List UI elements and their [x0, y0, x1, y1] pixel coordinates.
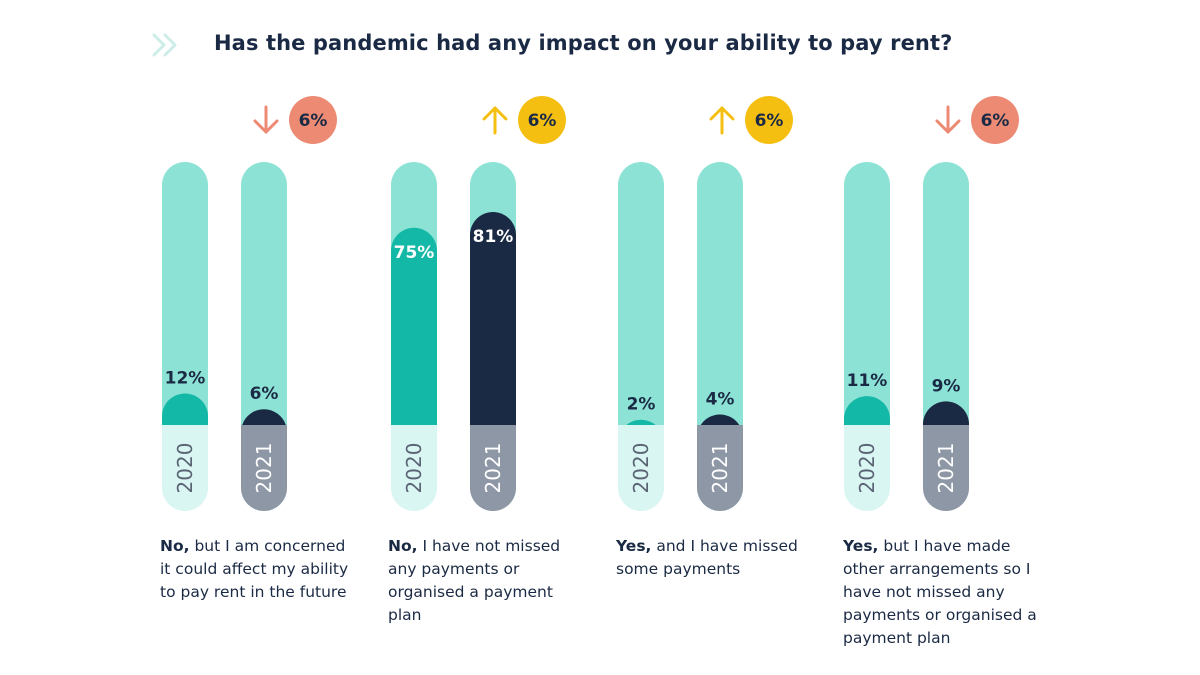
year-label-2020: 2020	[629, 443, 653, 494]
arrow-head	[935, 119, 961, 134]
year-section	[391, 425, 437, 511]
change-label: 6%	[299, 111, 328, 131]
data-label: 4%	[706, 389, 735, 409]
double-chevron-right-icon	[152, 33, 177, 57]
bar-track	[923, 162, 969, 425]
change-badge	[745, 96, 793, 144]
year-section	[618, 425, 664, 511]
data-label: 75%	[394, 243, 435, 263]
bar-2021	[242, 409, 286, 425]
data-label: 2%	[627, 395, 656, 415]
year-section	[162, 425, 208, 511]
caption-group-4: Yes, but I have made other arrangements …	[843, 535, 1041, 650]
caption-text: but I have made other arrangements so I …	[843, 537, 1037, 647]
bar-track	[241, 162, 287, 425]
bar-track	[697, 162, 743, 425]
caption-bold: Yes,	[616, 537, 652, 555]
caption-bold: Yes,	[843, 537, 879, 555]
data-label: 12%	[165, 368, 206, 388]
caption-bold: No,	[388, 537, 418, 555]
arrow-down-icon	[935, 105, 961, 134]
year-section	[470, 425, 516, 511]
change-badge	[518, 96, 566, 144]
year-section	[844, 425, 890, 511]
year-label-2020: 2020	[855, 443, 879, 494]
bar-group-3: 2020 2% 2021 4% 6%	[618, 96, 793, 511]
year-section	[697, 425, 743, 511]
caption-group-2: No, I have not missed any payments or or…	[388, 535, 568, 627]
year-section	[923, 425, 969, 511]
bar-2021	[470, 211, 516, 425]
year-label-2020: 2020	[402, 443, 426, 494]
bar-group-1: 2020 12% 2021 6% 6%	[162, 96, 337, 511]
caption-text: and I have missed some payments	[616, 537, 798, 578]
bar-2020	[626, 419, 656, 425]
arrow-head	[709, 106, 735, 121]
year-label-2021: 2021	[252, 443, 276, 494]
arrow-up-icon	[482, 106, 508, 135]
year-label-2021: 2021	[481, 443, 505, 494]
year-label-2020: 2020	[173, 443, 197, 494]
change-badge	[289, 96, 337, 144]
change-label: 6%	[755, 111, 784, 131]
data-label: 6%	[250, 384, 279, 404]
data-label: 9%	[932, 376, 961, 396]
caption-text: I have not missed any payments or organi…	[388, 537, 561, 624]
change-badge	[971, 96, 1019, 144]
bar-group-2: 2020 75% 2021 81% 6%	[391, 96, 566, 511]
arrow-up-icon	[709, 106, 735, 135]
year-label-2021: 2021	[708, 443, 732, 494]
arrow-down-icon	[253, 105, 279, 134]
caption-group-3: Yes, and I have missed some payments	[616, 535, 801, 581]
year-label-2021: 2021	[934, 443, 958, 494]
bar-2021	[700, 414, 740, 425]
arrow-head	[253, 119, 279, 134]
year-section	[241, 425, 287, 511]
arrow-head	[482, 106, 508, 121]
change-label: 6%	[981, 111, 1010, 131]
bar-2020	[162, 393, 208, 425]
caption-bold: No,	[160, 537, 190, 555]
bar-track	[844, 162, 890, 425]
bar-track	[162, 162, 208, 425]
chart-title: Has the pandemic had any impact on your …	[214, 31, 953, 55]
bar-group-4: 2020 11% 2021 9% 6%	[844, 96, 1019, 511]
bar-2020	[844, 396, 890, 425]
change-label: 6%	[528, 111, 557, 131]
data-label: 81%	[473, 227, 514, 247]
caption-group-1: No, but I am concerned it could affect m…	[160, 535, 360, 604]
bar-2021	[923, 401, 969, 425]
bar-track	[618, 162, 664, 425]
caption-text: but I am concerned it could affect my ab…	[160, 537, 349, 601]
data-label: 11%	[847, 371, 888, 391]
bar-2020	[391, 227, 437, 425]
